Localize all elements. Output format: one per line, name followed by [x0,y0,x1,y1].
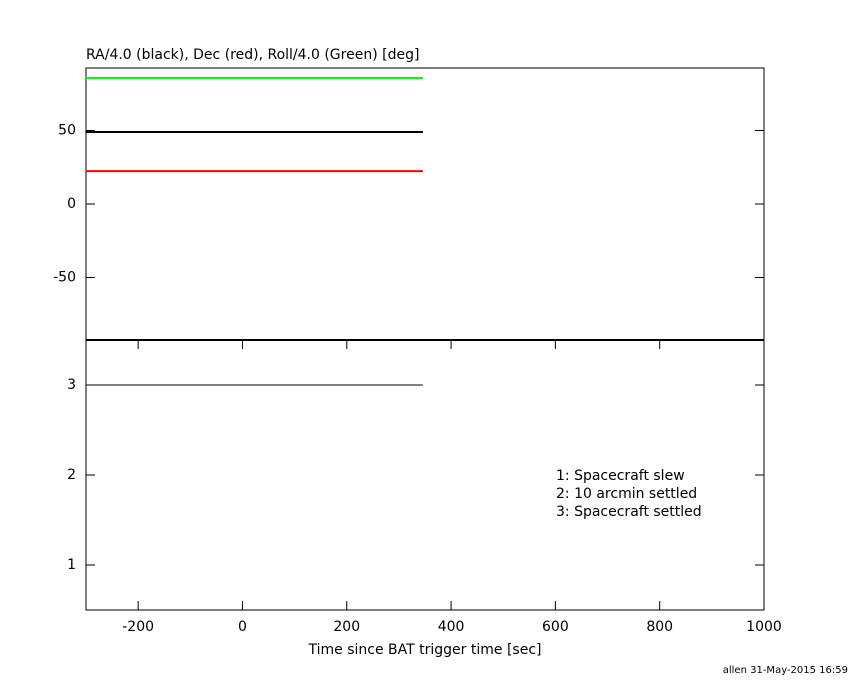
x-tick-label: 1000 [746,619,782,635]
x-tick-label: -200 [122,619,154,635]
annotation: 2: 10 arcmin settled [556,486,697,502]
y-tick-label: -50 [53,270,76,286]
x-tick-label: 400 [438,619,465,635]
x-tick-label: 0 [238,619,247,635]
x-tick-label: 200 [333,619,360,635]
annotation: 1: Spacecraft slew [556,468,685,484]
y-tick-label: 1 [67,557,76,573]
y-tick-label: 0 [67,196,76,212]
footer: allen 31-May-2015 16:59 [723,665,848,676]
x-tick-label: 800 [646,619,673,635]
y-tick-label: 3 [67,377,76,393]
y-tick-label: 2 [67,467,76,483]
x-axis-label: Time since BAT trigger time [sec] [308,642,542,658]
chart-title: RA/4.0 (black), Dec (red), Roll/4.0 (Gre… [86,47,419,63]
annotation: 3: Spacecraft settled [556,504,702,520]
y-tick-label: 50 [58,122,76,138]
x-tick-label: 600 [542,619,569,635]
